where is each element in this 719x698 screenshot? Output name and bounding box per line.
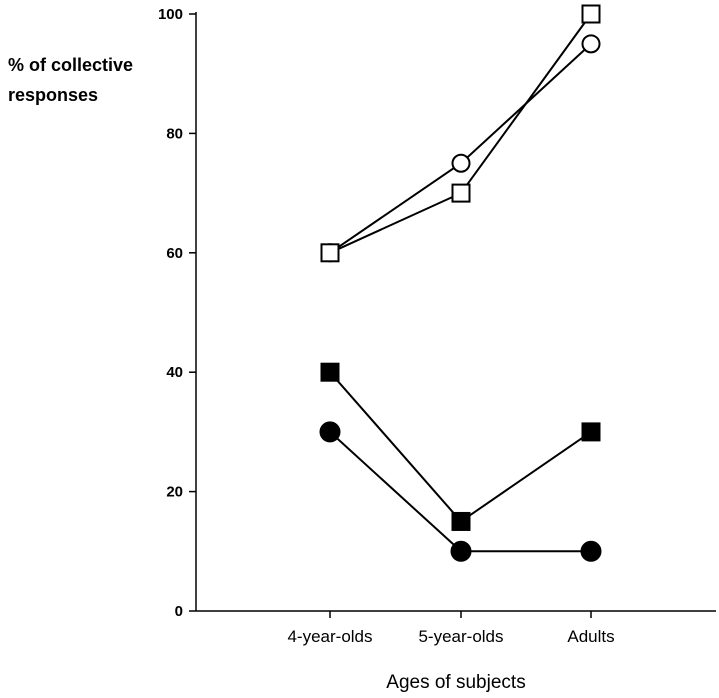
y-axis-label-line: responses bbox=[8, 85, 98, 105]
y-ticks: 0 20 40 60 80 100 bbox=[158, 6, 196, 620]
data-point bbox=[450, 540, 472, 562]
series-open-square bbox=[320, 4, 601, 263]
y-tick-label: 100 bbox=[158, 6, 183, 23]
series-filled-circle bbox=[319, 421, 602, 562]
series-line bbox=[329, 13, 592, 254]
data-point bbox=[320, 362, 340, 382]
data-point bbox=[451, 183, 471, 203]
data-point bbox=[581, 34, 601, 54]
data-point bbox=[451, 511, 471, 531]
x-tick-label: 5-year-olds bbox=[418, 627, 503, 646]
data-point bbox=[581, 422, 601, 442]
x-axis-label: Ages of subjects bbox=[386, 672, 525, 693]
series-line bbox=[329, 371, 592, 523]
y-tick-label: 60 bbox=[166, 245, 183, 262]
y-tick-label: 80 bbox=[166, 125, 183, 142]
series-layer bbox=[319, 4, 602, 562]
series-line bbox=[329, 43, 592, 254]
y-axis-label: % of collective responses bbox=[8, 55, 133, 105]
x-ticks: 4-year-olds 5-year-olds Adults bbox=[287, 611, 615, 646]
data-point bbox=[581, 4, 601, 24]
data-point bbox=[320, 243, 340, 263]
series-line bbox=[329, 431, 591, 553]
x-tick-label: Adults bbox=[567, 627, 614, 646]
x-tick-label: 4-year-olds bbox=[287, 627, 372, 646]
data-point bbox=[319, 421, 341, 443]
y-tick-label: 0 bbox=[175, 603, 183, 620]
y-tick-label: 20 bbox=[166, 484, 183, 501]
series-open-circle bbox=[320, 34, 601, 263]
y-tick-label: 40 bbox=[166, 364, 183, 381]
data-point bbox=[451, 153, 471, 173]
y-axis-label-line: % of collective bbox=[8, 55, 133, 75]
data-point bbox=[580, 540, 602, 562]
series-filled-square bbox=[320, 362, 601, 531]
